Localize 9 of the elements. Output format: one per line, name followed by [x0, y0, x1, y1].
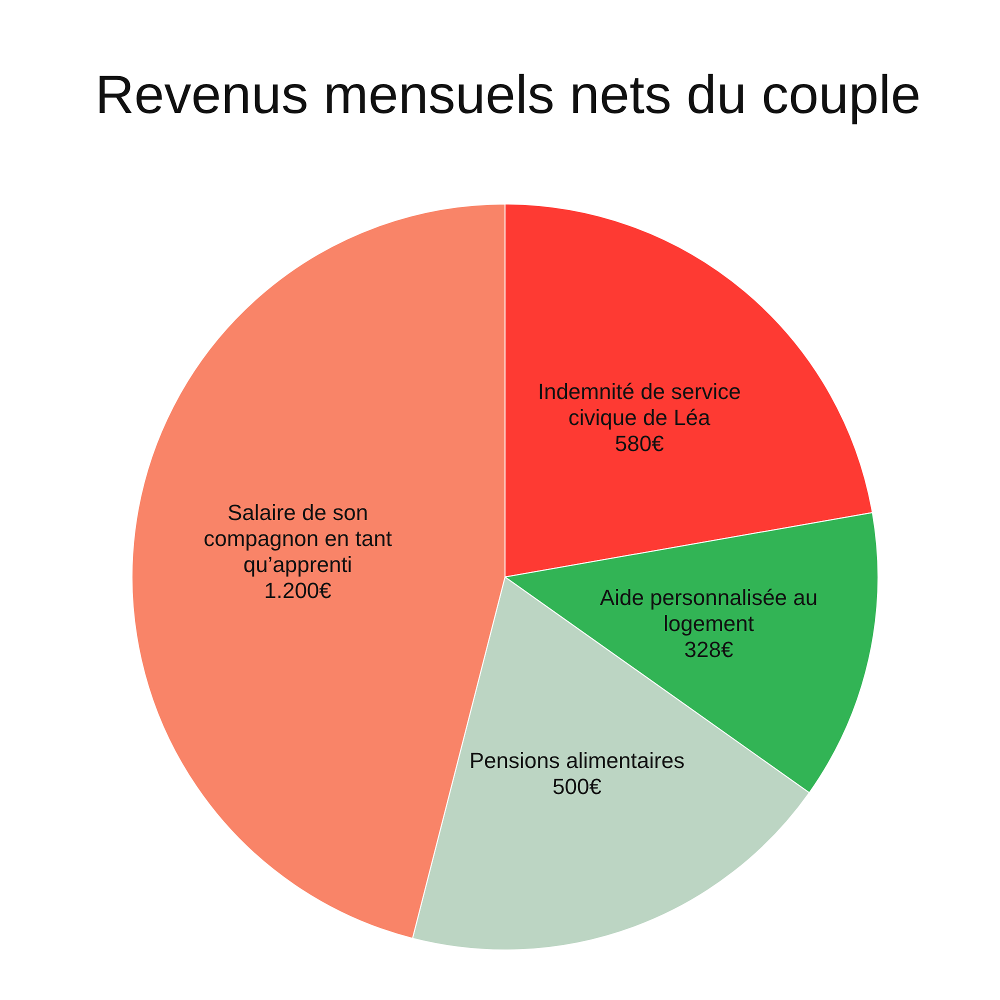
slice-label: Indemnité de service civique de Léa — [538, 379, 741, 430]
data-label: 1.200€ — [264, 578, 332, 603]
slice-label: Salaire de son compagnon en tant qu’apprenti — [204, 500, 392, 577]
slice-label: Aide personnalisée au logement — [600, 584, 818, 636]
data-label: 328€ — [684, 636, 734, 662]
chart-title: Revenus mensuels nets du couple — [95, 65, 921, 125]
slice-label: Pensions alimentaires — [469, 748, 685, 774]
data-label: 580€ — [614, 431, 664, 456]
data-label: 500€ — [552, 774, 602, 800]
